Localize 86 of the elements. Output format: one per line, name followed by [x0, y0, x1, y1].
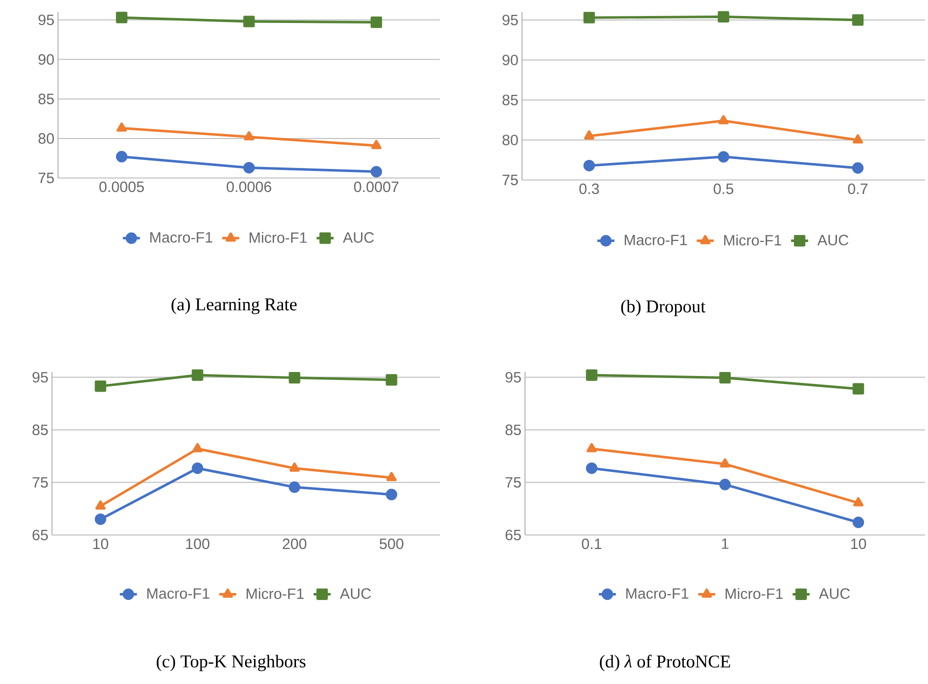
point [94, 513, 106, 525]
point [288, 481, 300, 493]
x-tick-label: 0.3 [579, 184, 599, 194]
legend-label: AUC [340, 588, 371, 599]
point [370, 16, 382, 28]
y-tick-label: 75 [506, 477, 521, 488]
text: (d) λ of ProtoNCE [600, 654, 730, 672]
point [586, 462, 598, 474]
y-tick-label: 75 [502, 174, 518, 186]
point [718, 115, 729, 124]
y-tick-label: 85 [502, 94, 518, 106]
y-tick-label: 85 [506, 424, 521, 436]
point [116, 150, 128, 162]
point [243, 162, 255, 174]
point [116, 122, 127, 132]
y-tick-label: 80 [502, 134, 518, 146]
point [720, 458, 730, 468]
text: (b) Dropout [621, 300, 706, 316]
text: (c) Top-K Neighbors [156, 654, 306, 672]
point [94, 380, 106, 392]
point [718, 11, 730, 23]
y-tick-label: 75 [38, 172, 54, 184]
point [853, 497, 864, 506]
y-tick-label: 85 [32, 424, 48, 436]
point [719, 478, 731, 490]
legend-label: AUC [817, 234, 848, 246]
point [852, 14, 864, 26]
legend-label: Macro-F1 [147, 588, 210, 599]
y-tick-label: 85 [38, 94, 54, 104]
x-tick-label: 0.0007 [354, 182, 398, 192]
point [95, 500, 106, 510]
y-tick-label: 65 [32, 530, 48, 540]
point [116, 12, 128, 24]
point [718, 151, 730, 163]
point [386, 488, 398, 500]
x-tick-label: 10 [93, 538, 108, 550]
point [719, 372, 731, 384]
x-tick-label: 10 [851, 538, 866, 550]
legend-label: Micro-F1 [726, 588, 783, 600]
point [289, 462, 300, 472]
point [584, 130, 594, 140]
x-tick-label: 500 [380, 538, 404, 550]
x-tick-label: 0.1 [582, 538, 602, 550]
y-tick-label: 95 [502, 14, 518, 26]
x-tick-label: 0.7 [848, 184, 868, 194]
point [583, 12, 595, 24]
text: (a) Learning Rate [172, 298, 297, 314]
y-tick-label: 95 [506, 372, 521, 383]
legend-label: Micro-F1 [246, 588, 304, 600]
legend-label: Macro-F1 [150, 232, 212, 243]
legend-label: Macro-F1 [626, 588, 688, 599]
y-tick-label: 90 [502, 54, 518, 66]
y-tick-label: 95 [32, 372, 48, 383]
point [586, 369, 598, 381]
point [192, 462, 204, 474]
y-tick-label: 90 [38, 54, 54, 65]
point [852, 516, 864, 528]
point [852, 383, 864, 395]
x-tick-label: 0.0005 [99, 182, 144, 192]
legend-label: Micro-F1 [250, 232, 307, 243]
x-tick-label: 100 [186, 538, 210, 550]
y-tick-label: 95 [38, 14, 54, 26]
x-tick-label: 0.0006 [226, 182, 272, 192]
legend-label: Micro-F1 [724, 234, 782, 246]
legend-label: Macro-F1 [624, 234, 687, 246]
legend-label: AUC [342, 232, 374, 243]
point [371, 140, 382, 150]
point [244, 131, 254, 140]
x-tick-label: 200 [282, 538, 306, 550]
x-tick-label: 0.5 [714, 184, 734, 194]
y-tick-label: 80 [38, 133, 54, 144]
point [192, 443, 203, 452]
point [370, 166, 382, 178]
point [386, 472, 397, 482]
point [852, 162, 864, 174]
point [386, 374, 398, 386]
y-tick-label: 75 [32, 477, 48, 488]
point [192, 369, 204, 381]
point [288, 372, 300, 384]
point [583, 160, 595, 172]
point [586, 443, 597, 452]
point [243, 16, 255, 28]
legend-label: AUC [818, 588, 850, 599]
point [852, 134, 863, 144]
y-tick-label: 65 [506, 530, 521, 540]
x-tick-label: 1 [722, 538, 728, 549]
